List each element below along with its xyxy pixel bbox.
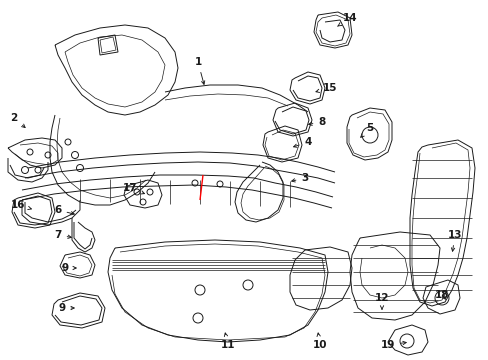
Text: 10: 10 [312, 333, 326, 350]
Text: 14: 14 [337, 13, 357, 26]
Text: 1: 1 [194, 57, 204, 84]
Text: 9: 9 [59, 303, 74, 313]
Text: 11: 11 [220, 333, 235, 350]
Text: 9: 9 [61, 263, 76, 273]
Text: 7: 7 [54, 230, 71, 240]
Text: 16: 16 [11, 200, 31, 210]
Text: 12: 12 [374, 293, 388, 309]
Text: 5: 5 [360, 123, 373, 137]
Text: 3: 3 [291, 173, 308, 183]
Text: 8: 8 [308, 117, 325, 127]
Text: 18: 18 [434, 290, 448, 300]
Text: 2: 2 [10, 113, 25, 127]
Text: 15: 15 [315, 83, 337, 93]
Text: 6: 6 [54, 205, 74, 215]
Text: 4: 4 [293, 137, 311, 147]
Text: 17: 17 [122, 183, 144, 194]
Text: 19: 19 [380, 340, 406, 350]
Text: 13: 13 [447, 230, 461, 251]
